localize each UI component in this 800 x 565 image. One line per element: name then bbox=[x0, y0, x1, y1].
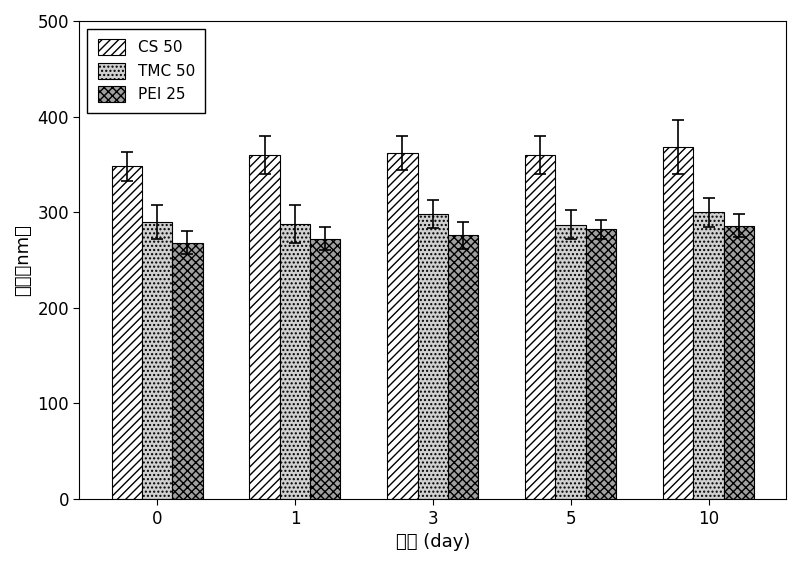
Bar bbox=[142, 221, 172, 499]
Bar bbox=[525, 155, 555, 499]
Bar bbox=[694, 212, 724, 499]
Bar bbox=[724, 225, 754, 499]
Bar bbox=[555, 225, 586, 499]
Bar bbox=[310, 239, 341, 499]
Bar bbox=[663, 147, 694, 499]
Bar bbox=[418, 214, 448, 499]
Bar bbox=[172, 243, 202, 499]
Bar bbox=[250, 155, 280, 499]
X-axis label: 时间 (day): 时间 (day) bbox=[396, 533, 470, 551]
Bar bbox=[112, 166, 142, 499]
Bar bbox=[586, 229, 616, 499]
Bar bbox=[387, 153, 418, 499]
Bar bbox=[280, 224, 310, 499]
Legend: CS 50, TMC 50, PEI 25: CS 50, TMC 50, PEI 25 bbox=[87, 28, 206, 113]
Bar bbox=[448, 235, 478, 499]
Y-axis label: 粒径（nm）: 粒径（nm） bbox=[14, 224, 32, 296]
